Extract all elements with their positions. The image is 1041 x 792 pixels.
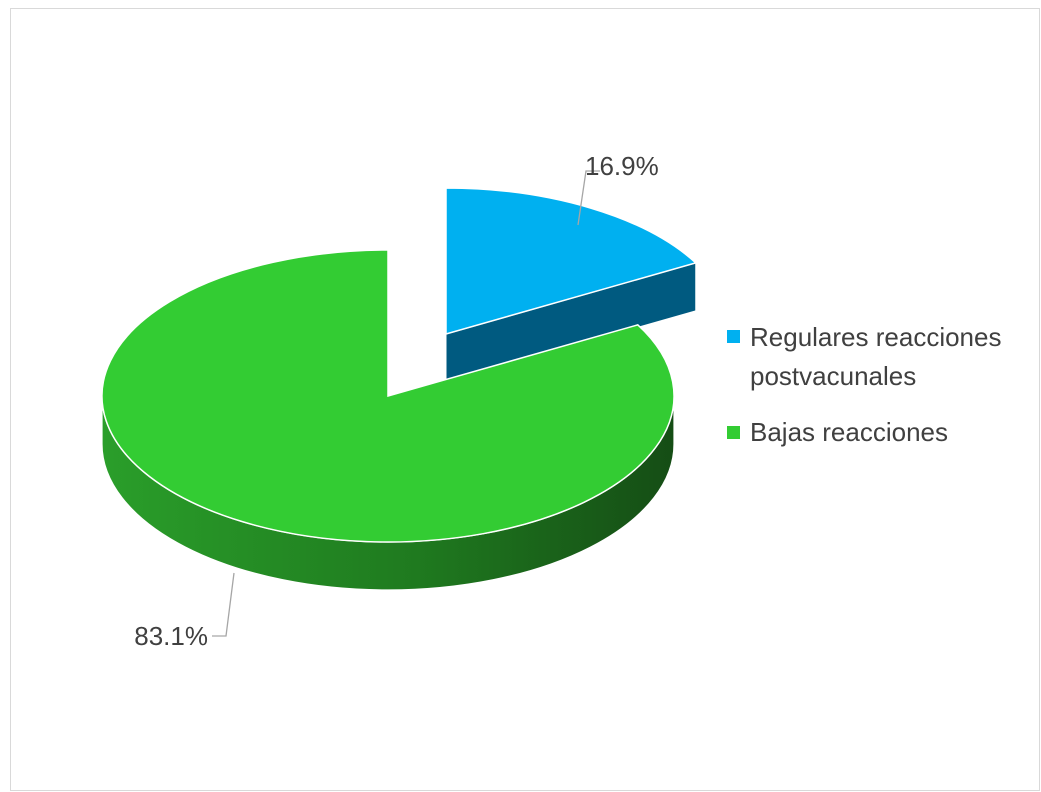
slice-top-1 — [101, 249, 675, 543]
slice-top-0 — [445, 187, 698, 335]
legend-label-1-line-0: Bajas reacciones — [750, 417, 948, 447]
leader-line-0 — [577, 170, 600, 226]
leader-line-1 — [212, 572, 235, 637]
data-label-1: 83.1% — [134, 621, 208, 651]
legend-label-0-line-1: postvacunales — [750, 361, 916, 391]
legend-swatch-1 — [727, 426, 740, 439]
data-label-0: 16.9% — [585, 151, 659, 181]
legend-label-0-line-0: Regulares reacciones — [750, 322, 1001, 352]
legend: Regulares reacciones postvacunales Bajas… — [727, 322, 1001, 447]
legend-swatch-0 — [727, 330, 740, 343]
